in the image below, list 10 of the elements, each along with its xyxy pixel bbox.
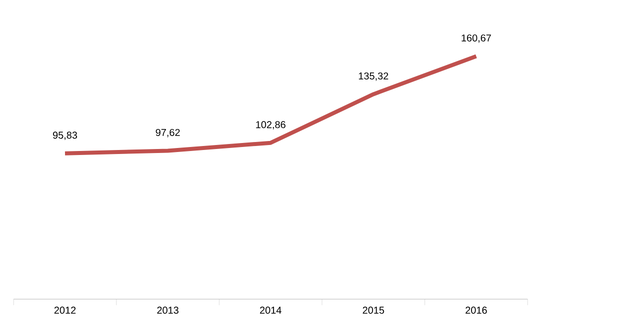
x-tick-label: 2012 [54,306,76,314]
data-label: 97,62 [156,128,180,138]
data-label: 135,32 [358,72,388,81]
data-label: 160,67 [462,34,491,43]
x-tick-label: 2015 [362,306,384,314]
data-label: 95,83 [53,132,78,140]
data-label: 102,86 [256,121,286,130]
x-tick-label: 2016 [466,306,487,314]
x-tick-label: 2014 [260,306,282,314]
x-tick-label: 2013 [157,306,178,314]
